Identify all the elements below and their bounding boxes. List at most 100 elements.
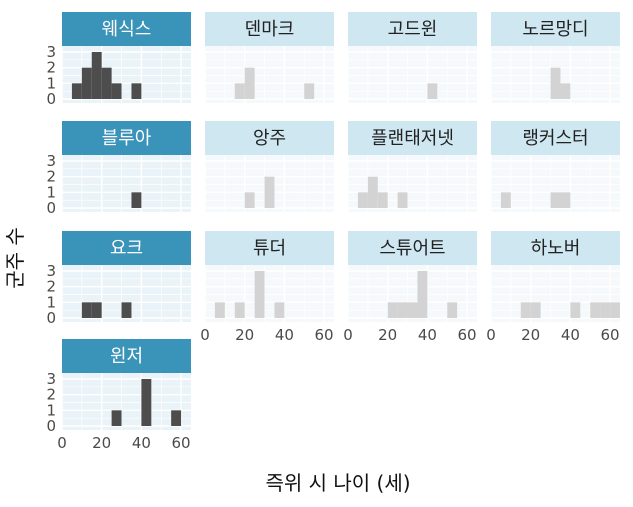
panel-플랜태저넷: 플랜태저넷 [347, 121, 477, 212]
histogram-bar [71, 83, 82, 99]
panel-strip [62, 339, 191, 373]
histogram-bar [550, 192, 561, 208]
histogram-bar [111, 83, 122, 99]
histogram-bar [387, 302, 398, 318]
histogram-bar [397, 302, 408, 318]
histogram-bar [121, 302, 132, 318]
histogram-bar [304, 83, 315, 99]
y-tick-label: 1 [46, 183, 56, 201]
panel-title: 플랜태저넷 [371, 128, 454, 149]
y-tick-label: 2 [46, 59, 56, 77]
panel-title: 앙주 [253, 128, 286, 149]
histogram-bar [131, 192, 142, 208]
panel-strip [348, 231, 477, 265]
y-tick-label: 3 [46, 370, 56, 388]
panel-background [348, 46, 477, 103]
histogram-bar [111, 410, 122, 426]
x-tick-label: 0 [486, 326, 496, 344]
panel-background [205, 265, 334, 322]
panel-고드윈: 고드윈 [347, 12, 477, 103]
x-tick-label: 60 [172, 434, 191, 452]
panel-노르망디: 노르망디 [490, 12, 620, 103]
histogram-bar [141, 379, 152, 426]
x-tick-label: 60 [458, 326, 477, 344]
panel-strip [205, 121, 334, 155]
histogram-bar [417, 271, 428, 318]
panel-title: 웨식스 [102, 19, 152, 40]
histogram-bar [447, 302, 458, 318]
histogram-bar [520, 302, 531, 318]
x-tick-label: 40 [561, 326, 580, 344]
y-axis-title: 군주 수 [3, 227, 27, 289]
histogram-bar [91, 302, 102, 318]
histogram-bar [560, 83, 571, 99]
x-tick-label: 0 [343, 326, 353, 344]
panel-title: 하노버 [531, 238, 581, 259]
histogram-bar [131, 83, 142, 99]
histogram-bar [397, 192, 408, 208]
histogram-bar [234, 302, 245, 318]
x-tick-label: 20 [235, 326, 254, 344]
panel-strip [62, 121, 191, 155]
y-tick-label: 0 [46, 309, 56, 327]
panel-title: 블루아 [102, 128, 152, 149]
histogram-bar [570, 302, 581, 318]
histogram-bar [274, 302, 285, 318]
panel-background [62, 155, 191, 212]
panel-랭커스터: 랭커스터 [490, 121, 620, 212]
histogram-bar [427, 83, 438, 99]
panel-title: 랭커스터 [522, 128, 588, 149]
y-tick-label: 1 [46, 401, 56, 419]
panel-title: 스튜어트 [379, 238, 445, 259]
histogram-bar [254, 271, 265, 318]
x-tick-label: 20 [521, 326, 540, 344]
histogram-bar [244, 192, 255, 208]
panel-background [205, 46, 334, 103]
panel-앙주: 앙주 [204, 121, 334, 212]
y-tick-label: 3 [46, 152, 56, 170]
y-tick-label: 2 [46, 168, 56, 186]
y-tick-label: 2 [46, 278, 56, 296]
panel-title: 고드윈 [388, 19, 438, 40]
x-tick-label: 60 [315, 326, 334, 344]
panel-strip [62, 231, 191, 265]
histogram-bar [91, 52, 102, 99]
y-tick-label: 3 [46, 262, 56, 280]
y-tick-label: 0 [46, 199, 56, 217]
panel-튜더: 튜더 0 20 40 60 [200, 231, 334, 344]
histogram-bar [244, 67, 255, 99]
histogram-bar [610, 302, 620, 318]
panel-하노버: 하노버 0 20 40 60 [486, 231, 620, 344]
histogram-bar [171, 410, 182, 426]
histogram-bar [367, 176, 378, 208]
histogram-bar [407, 302, 418, 318]
x-tick-label: 20 [378, 326, 397, 344]
y-tick-label: 0 [46, 90, 56, 108]
panel-strip [491, 231, 620, 265]
histogram-bar [500, 192, 511, 208]
panel-title: 덴마크 [245, 19, 295, 40]
y-tick-label: 3 [46, 43, 56, 61]
panel-strip [491, 12, 620, 46]
histogram-bar [357, 192, 368, 208]
panel-title: 요크 [110, 238, 143, 259]
x-tick-label: 40 [132, 434, 151, 452]
y-tick-label: 1 [46, 74, 56, 92]
panel-strip [348, 12, 477, 46]
histogram-bar [550, 67, 561, 99]
x-tick-label: 40 [418, 326, 437, 344]
panel-strip [348, 121, 477, 155]
x-axis-title: 즉위 시 나이 (세) [265, 471, 410, 495]
y-tick-label: 0 [46, 417, 56, 435]
x-tick-label: 0 [200, 326, 210, 344]
panel-background [62, 373, 191, 430]
panel-스튜어트: 스튜어트 0 20 40 60 [343, 231, 477, 344]
histogram-bar [530, 302, 541, 318]
panel-덴마크: 덴마크 [204, 12, 334, 103]
